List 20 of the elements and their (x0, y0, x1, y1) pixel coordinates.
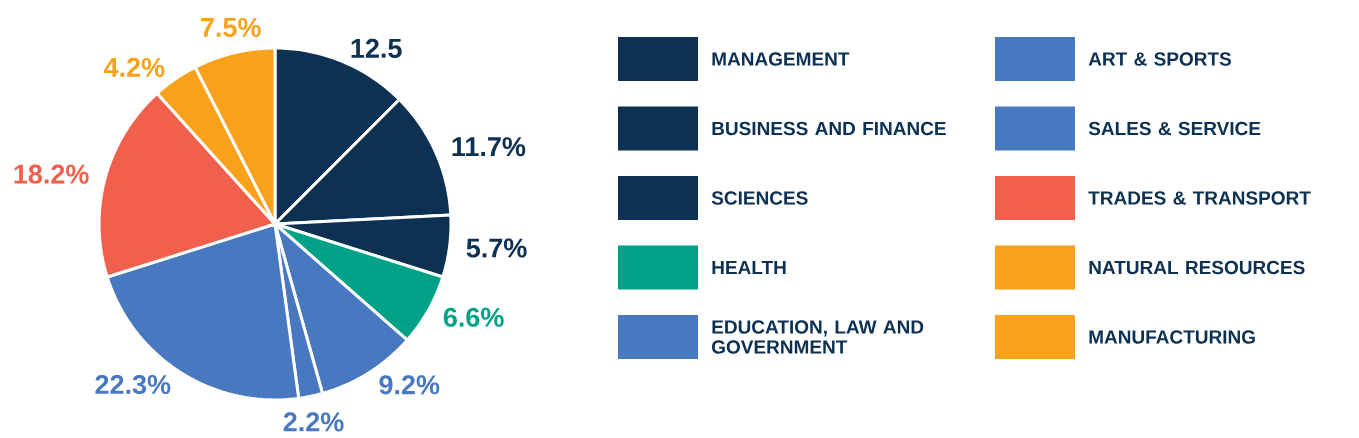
data-label: 4.2% (103, 57, 165, 77)
legend-label: TRADES & TRANSPORT (1088, 191, 1311, 205)
legend-label: ART & SPORTS (1088, 52, 1231, 66)
data-label: 18.2% (14, 164, 89, 184)
data-label: 9.2% (379, 375, 440, 395)
legend-label: SCIENCES (711, 191, 808, 205)
data-label: 7.5% (201, 17, 261, 37)
legend-label: EDUCATION, LAW AND GOVERNMENT (711, 320, 924, 354)
data-label: 22.3% (95, 374, 171, 395)
legend-label: HEALTH (712, 260, 786, 275)
data-label: 5.7% (466, 238, 527, 258)
legend-label: SALES & SERVICE (1088, 121, 1261, 136)
legend-label: MANUFACTURING (1089, 330, 1255, 344)
data-label: 11.7% (452, 137, 526, 157)
legend-label: BUSINESS AND FINANCE (712, 121, 946, 136)
data-label: 6.6% (443, 307, 504, 327)
legend-label: MANAGEMENT (712, 52, 850, 66)
data-label: 2.2% (283, 412, 344, 432)
legend-label: NATURAL RESOURCES (1089, 260, 1305, 275)
data-label: 12.5 (351, 38, 402, 58)
